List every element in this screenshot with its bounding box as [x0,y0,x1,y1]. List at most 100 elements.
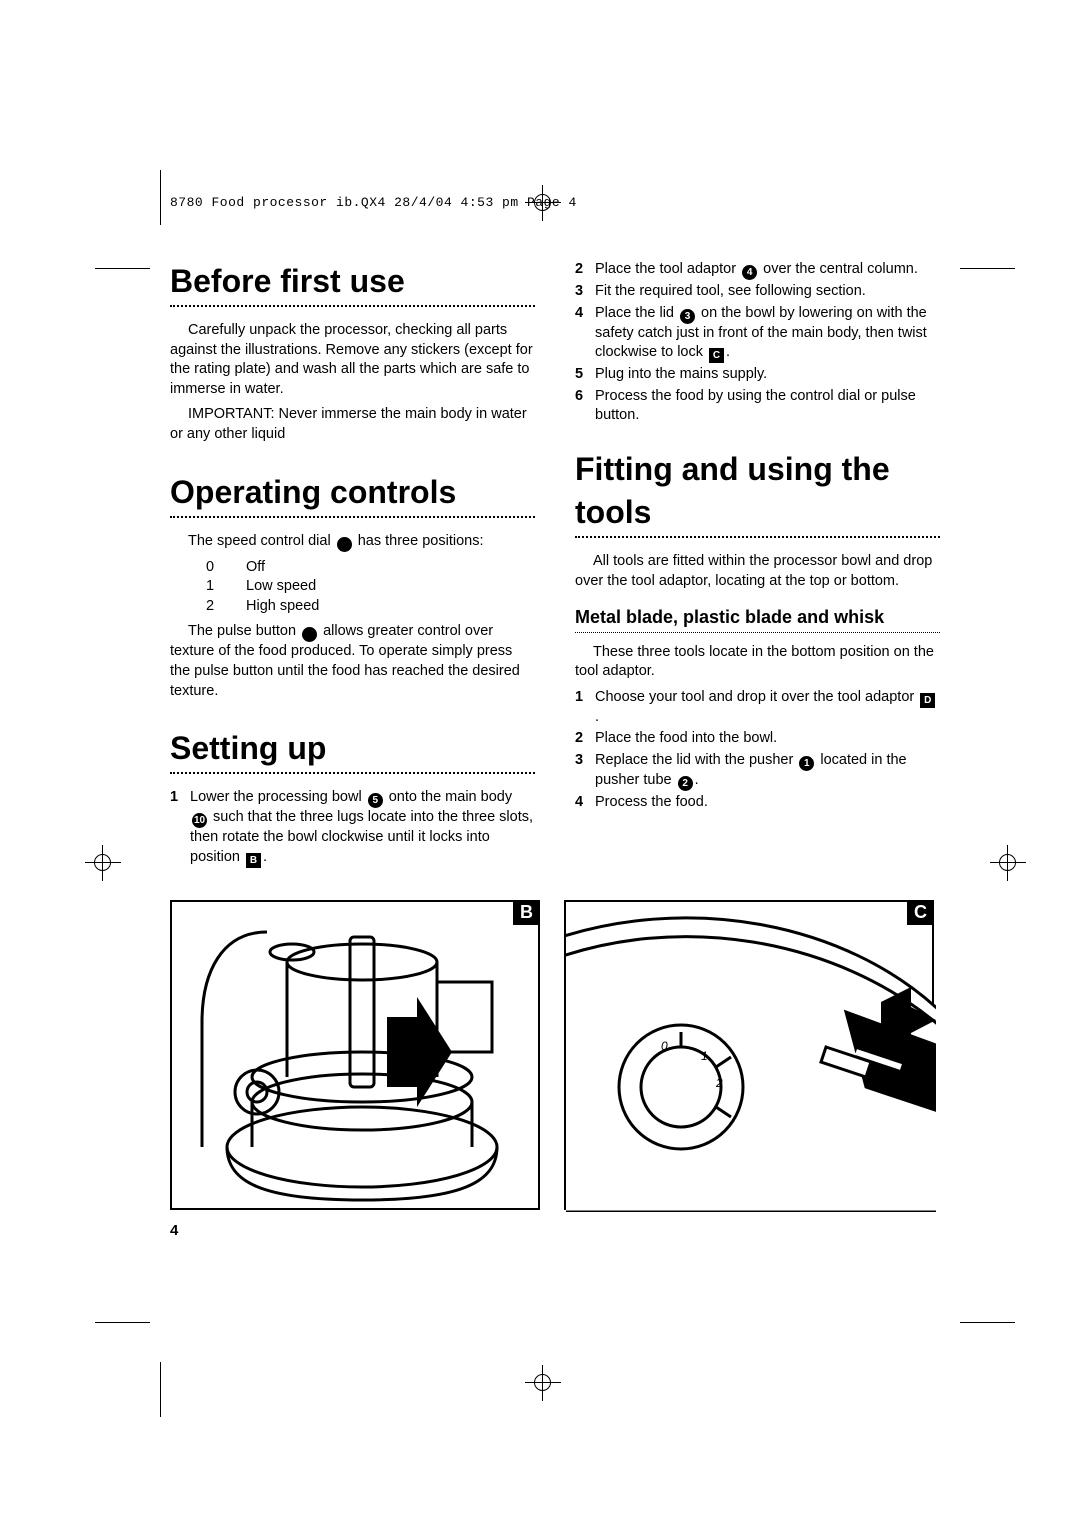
speed-key: 2 [206,597,246,617]
text-fragment: . [263,849,267,865]
ref-circle-1: 1 [799,756,814,771]
text-fragment: over the central column. [759,261,918,277]
figure-c-illustration: 0 1 2 [566,902,936,1212]
setup-list-cont: 2 Place the tool adaptor 4 over the cent… [575,260,940,426]
text-fragment: . [726,344,730,360]
text-fragment: Lower the processing bowl [190,789,366,805]
ref-circle-10: 10 [192,813,207,828]
page-number: 4 [170,1222,940,1239]
ref-circle-5: 5 [368,793,383,808]
list-item: 1 Choose your tool and drop it over the … [575,688,940,728]
list-item: 4 Place the lid 3 on the bowl by lowerin… [575,304,940,364]
dotted-rule [170,772,535,774]
list-number: 5 [575,365,595,385]
dial-label: 1 [701,1049,708,1063]
figure-label-c: C [907,900,934,925]
list-text: Lower the processing bowl 5 onto the mai… [190,788,535,868]
list-text: Process the food by using the control di… [595,387,940,426]
list-number: 3 [575,282,595,302]
crop-mark [960,1322,1015,1323]
ref-circle-8: 8 [337,537,352,552]
list-number: 1 [575,688,595,728]
list-number: 4 [575,793,595,813]
body-text: The speed control dial 8 has three posit… [170,532,535,552]
crop-mark [95,1322,150,1323]
page-content: 8780 Food processor ib.QX4 28/4/04 4:53 … [170,195,940,1239]
text-fragment: Choose your tool and drop it over the to… [595,689,918,705]
ref-circle-3: 3 [680,309,695,324]
list-item: 3 Fit the required tool, see following s… [575,282,940,302]
body-text: All tools are fitted within the processo… [575,552,940,591]
list-item: 5 Plug into the mains supply. [575,365,940,385]
speed-key: 0 [206,558,246,578]
registration-mark [995,850,1021,876]
figure-label-b: B [513,900,540,925]
text-fragment: onto the main body [385,789,512,805]
list-number: 6 [575,387,595,426]
dotted-rule [575,536,940,538]
crop-mark [160,1362,161,1417]
speed-value: Off [246,558,265,578]
dotted-rule [170,516,535,518]
dotted-rule [170,305,535,307]
body-text: These three tools locate in the bottom p… [575,643,940,682]
dial-label: 2 [715,1076,723,1090]
dial-label: 0 [661,1039,668,1053]
setup-list: 1 Lower the processing bowl 5 onto the m… [170,788,535,868]
text-fragment: Place the tool adaptor [595,261,740,277]
list-text: Place the food into the bowl. [595,729,940,749]
list-text: Choose your tool and drop it over the to… [595,688,940,728]
list-item: 3 Replace the lid with the pusher 1 loca… [575,751,940,791]
crop-mark [960,268,1015,269]
list-item: 6 Process the food by using the control … [575,387,940,426]
heading-before-first-use: Before first use [170,260,535,303]
body-text: Carefully unpack the processor, checking… [170,321,535,399]
ref-square-b: B [246,853,261,868]
ref-circle-6: 6 [302,627,317,642]
text-fragment: has three positions: [354,533,484,549]
text-fragment: . [595,709,599,725]
left-column: Before first use Carefully unpack the pr… [170,260,535,870]
list-text: Fit the required tool, see following sec… [595,282,940,302]
list-text: Place the lid 3 on the bowl by lowering … [595,304,940,364]
speed-table: 0Off 1Low speed 2High speed [206,558,535,617]
heading-operating-controls: Operating controls [170,471,535,514]
text-fragment: The pulse button [188,623,300,639]
speed-value: High speed [246,597,319,617]
text-fragment: such that the three lugs locate into the… [190,809,533,865]
print-header: 8780 Food processor ib.QX4 28/4/04 4:53 … [170,195,940,210]
text-fragment: Replace the lid with the pusher [595,752,797,768]
ref-circle-4: 4 [742,265,757,280]
body-text: The pulse button 6 allows greater contro… [170,622,535,701]
speed-key: 1 [206,577,246,597]
registration-mark [90,850,116,876]
body-text: IMPORTANT: Never immerse the main body i… [170,405,535,444]
two-column-layout: Before first use Carefully unpack the pr… [170,260,940,870]
metal-list: 1 Choose your tool and drop it over the … [575,688,940,813]
list-item: 2 Place the tool adaptor 4 over the cent… [575,260,940,280]
list-number: 2 [575,260,595,280]
figure-b: B [170,900,540,1210]
list-number: 1 [170,788,190,868]
ref-circle-2: 2 [678,776,693,791]
crop-mark [160,170,161,225]
ref-square-d: D [920,693,935,708]
list-number: 3 [575,751,595,791]
list-item: 2 Place the food into the bowl. [575,729,940,749]
ref-square-c: C [709,348,724,363]
figure-b-illustration [172,902,542,1212]
speed-value: Low speed [246,577,316,597]
text-fragment: Place the lid [595,305,678,321]
figure-c: C 0 1 2 [564,900,934,1210]
heading-setting-up: Setting up [170,727,535,770]
subheading-metal-blade: Metal blade, plastic blade and whisk [575,605,940,629]
list-number: 2 [575,729,595,749]
list-text: Replace the lid with the pusher 1 locate… [595,751,940,791]
crop-mark [95,268,150,269]
dotted-rule [575,632,940,633]
heading-fitting-tools: Fitting and using the tools [575,448,940,534]
list-text: Plug into the mains supply. [595,365,940,385]
list-item: 4 Process the food. [575,793,940,813]
registration-mark [530,1370,556,1396]
list-item: 1 Lower the processing bowl 5 onto the m… [170,788,535,868]
